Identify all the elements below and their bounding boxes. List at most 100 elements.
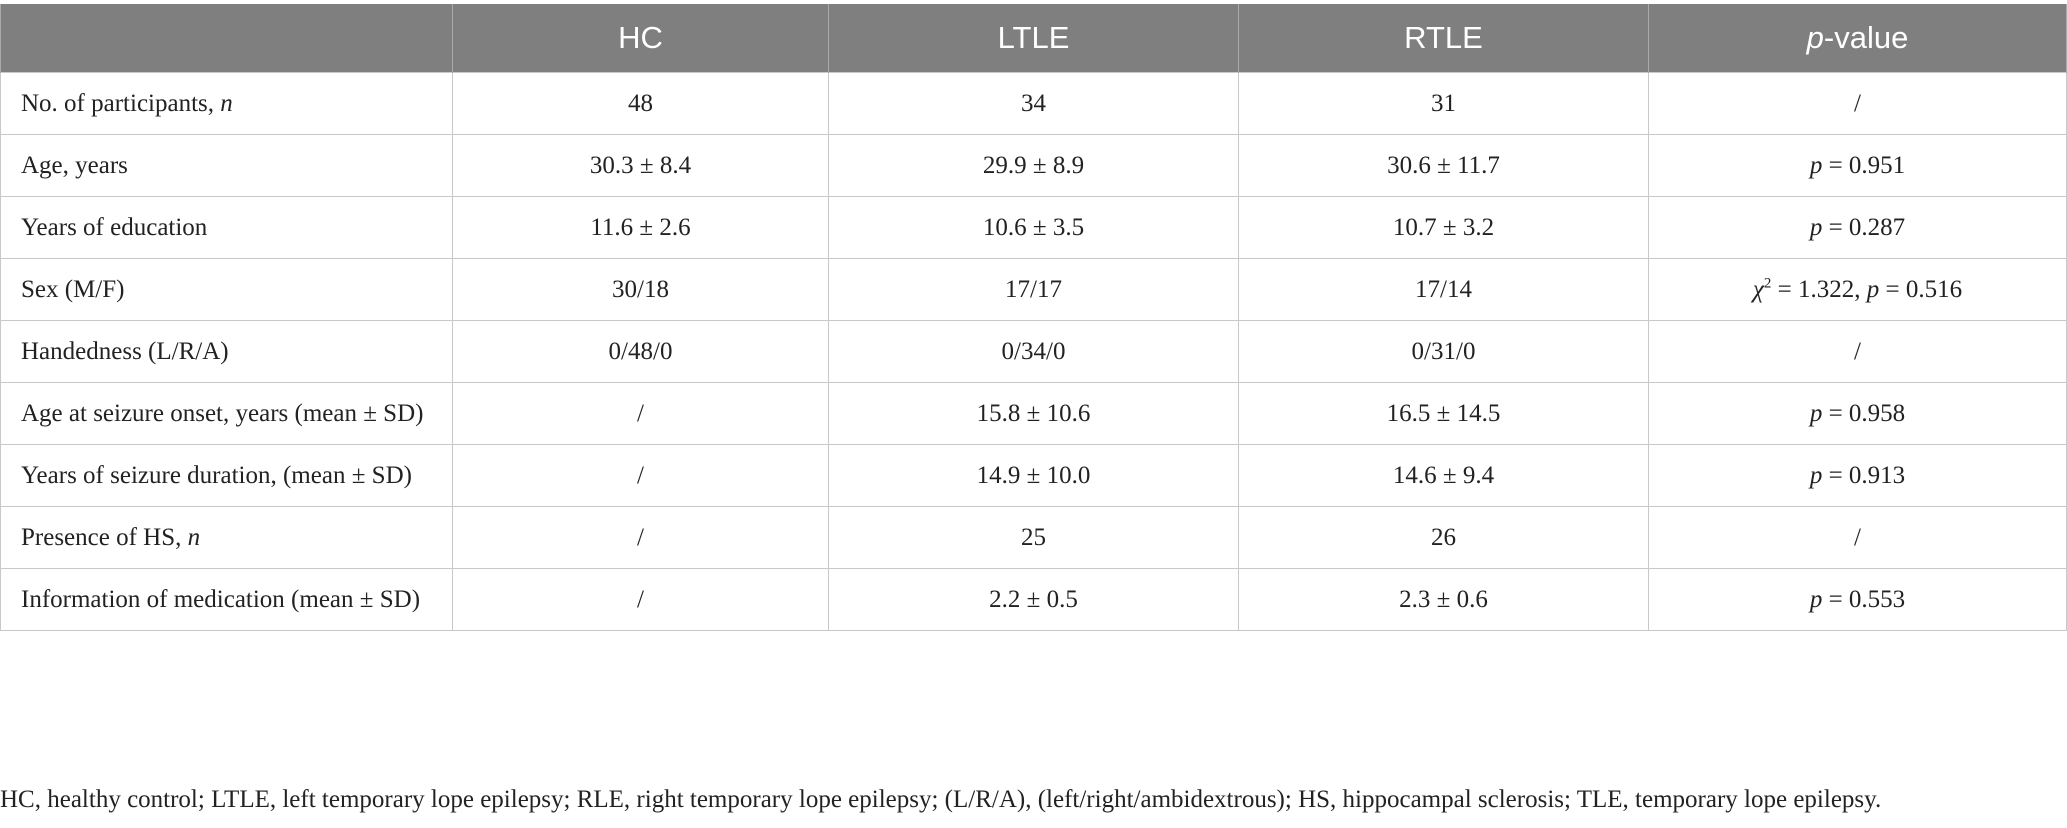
row-label: No. of participants, n <box>0 72 453 135</box>
row-label: Age, years <box>0 134 453 197</box>
table-cell: / <box>452 506 829 569</box>
table-cell: 34 <box>828 72 1239 135</box>
table-cell: 10.6 ± 3.5 <box>828 196 1239 259</box>
table-cell: p = 0.951 <box>1648 134 2067 197</box>
cell-text: = 0.516 <box>1879 276 1963 303</box>
cell-text: 14.9 ± 10.0 <box>976 462 1091 489</box>
cell-text: / <box>1854 338 1861 365</box>
cell-text: = 0.913 <box>1822 462 1906 489</box>
row-label: Presence of HS, n <box>0 506 453 569</box>
cell-text: p <box>1809 214 1823 241</box>
table-cell: 17/14 <box>1238 258 1649 321</box>
table-cell: p = 0.913 <box>1648 444 2067 507</box>
table-cell: / <box>452 444 829 507</box>
table-row: Age at seizure onset, years (mean ± SD) /… <box>0 382 2067 445</box>
cell-text: 14.6 ± 9.4 <box>1392 462 1495 489</box>
cell-text: n <box>220 90 233 117</box>
cell-text: Information of medication (mean ± SD) <box>21 586 421 613</box>
cell-text: / <box>637 400 644 427</box>
table-cell: p = 0.287 <box>1648 196 2067 259</box>
table-row: Sex (M/F) 30/18 17/17 17/14 χ2 = 1.322, p = … <box>0 258 2067 321</box>
table-cell: / <box>1648 506 2067 569</box>
cell-text: 11.6 ± 2.6 <box>590 214 691 241</box>
table-row: Handedness (L/R/A) 0/48/0 0/34/0 0/31/0 / <box>0 320 2067 383</box>
table-cell: 0/48/0 <box>452 320 829 383</box>
table-cell: 30.6 ± 11.7 <box>1238 134 1649 197</box>
cell-text: p <box>1866 276 1880 303</box>
cell-text: 2.2 ± 0.5 <box>989 586 1078 613</box>
cell-text: / <box>1854 524 1861 551</box>
cell-text: Years of seizure duration, (mean ± SD) <box>21 462 412 489</box>
cell-text: 48 <box>628 90 653 117</box>
cell-text: No. of participants, <box>21 90 221 117</box>
table-cell: p = 0.958 <box>1648 382 2067 445</box>
cell-text: = 0.553 <box>1822 586 1906 613</box>
header-cell: HC <box>452 4 829 73</box>
row-label: Age at seizure onset, years (mean ± SD) <box>0 382 453 445</box>
cell-text: = 0.951 <box>1822 152 1906 179</box>
table-row: Years of seizure duration, (mean ± SD) / 1… <box>0 444 2067 507</box>
cell-text: 17/14 <box>1415 276 1472 303</box>
cell-text: / <box>637 524 644 551</box>
table-cell: / <box>1648 72 2067 135</box>
header-cell: p-value <box>1648 4 2067 73</box>
cell-text: = 0.958 <box>1822 400 1906 427</box>
cell-text: 30/18 <box>612 276 669 303</box>
table-row: Information of medication (mean ± SD) / 2.… <box>0 568 2067 631</box>
table-cell: 16.5 ± 14.5 <box>1238 382 1649 445</box>
table-cell: 0/31/0 <box>1238 320 1649 383</box>
cell-text: 30.6 ± 11.7 <box>1387 152 1500 179</box>
header-cell <box>0 4 453 73</box>
cell-text: 10.7 ± 3.2 <box>1392 214 1495 241</box>
table-cell: 48 <box>452 72 829 135</box>
table-row: No. of participants, n 48 34 31 / <box>0 72 2067 135</box>
cell-text: 0/31/0 <box>1411 338 1476 365</box>
cell-text: 30.3 ± 8.4 <box>589 152 692 179</box>
cell-text: LTLE <box>997 20 1070 55</box>
header-row: HC LTLE RTLE p-value <box>0 4 2067 73</box>
footnote: HC, healthy control; LTLE, left temporar… <box>0 786 1882 813</box>
cell-text: = 0.287 <box>1822 214 1906 241</box>
cell-text: 16.5 ± 14.5 <box>1386 400 1501 427</box>
header-cell: LTLE <box>828 4 1239 73</box>
cell-text: -value <box>1823 20 1909 55</box>
cell-text: 10.6 ± 3.5 <box>982 214 1085 241</box>
row-label: Information of medication (mean ± SD) <box>0 568 453 631</box>
table-cell: / <box>452 568 829 631</box>
cell-text: 2.3 ± 0.6 <box>1399 586 1488 613</box>
table-cell: 11.6 ± 2.6 <box>452 196 829 259</box>
table-cell: 15.8 ± 10.6 <box>828 382 1239 445</box>
table-row: Age, years 30.3 ± 8.4 29.9 ± 8.9 30.6 ± 11.… <box>0 134 2067 197</box>
cell-text: p <box>1806 20 1824 55</box>
cell-text: 31 <box>1431 90 1456 117</box>
table-cell: 30.3 ± 8.4 <box>452 134 829 197</box>
table-cell: 30/18 <box>452 258 829 321</box>
cell-text: 15.8 ± 10.6 <box>976 400 1091 427</box>
table-cell: 17/17 <box>828 258 1239 321</box>
cell-text: 26 <box>1431 524 1456 551</box>
table-cell: 2.3 ± 0.6 <box>1238 568 1649 631</box>
table-cell: p = 0.553 <box>1648 568 2067 631</box>
table-cell: 29.9 ± 8.9 <box>828 134 1239 197</box>
table-cell: 26 <box>1238 506 1649 569</box>
cell-text: 34 <box>1021 90 1046 117</box>
table-cell: 14.9 ± 10.0 <box>828 444 1239 507</box>
cell-text: n <box>187 524 201 551</box>
cell-text: / <box>1854 90 1861 117</box>
cell-text: Age at seizure onset, years (mean ± SD) <box>21 400 424 427</box>
cell-text: RTLE <box>1404 20 1483 55</box>
row-label: Sex (M/F) <box>0 258 453 321</box>
cell-text: 17/17 <box>1005 276 1062 303</box>
cell-text: χ <box>1752 276 1764 303</box>
cell-text: p <box>1809 400 1823 427</box>
cell-text: 29.9 ± 8.9 <box>982 152 1085 179</box>
cell-text: = 1.322, <box>1771 276 1867 303</box>
table-row: Presence of HS, n / 25 26 / <box>0 506 2067 569</box>
data-table: HC LTLE RTLE p-value No. of participants, n… <box>0 4 2067 631</box>
cell-text: HC <box>618 20 663 55</box>
table-cell: / <box>1648 320 2067 383</box>
cell-text: p <box>1809 152 1823 179</box>
table-cell: 10.7 ± 3.2 <box>1238 196 1649 259</box>
row-label: Handedness (L/R/A) <box>0 320 453 383</box>
